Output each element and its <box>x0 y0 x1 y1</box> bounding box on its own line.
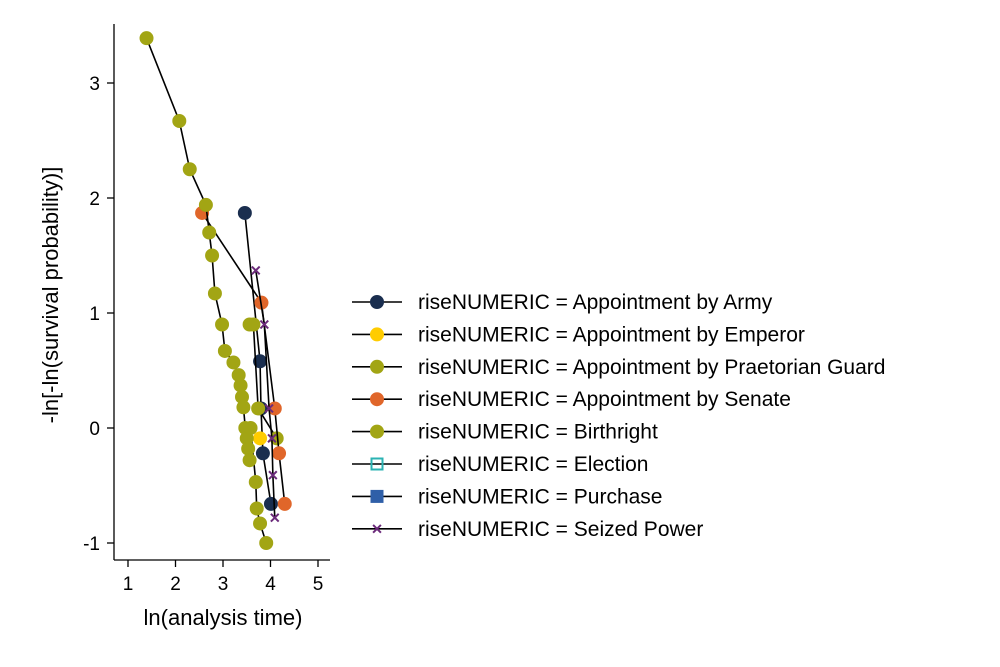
legend-label: riseNUMERIC = Election <box>418 453 648 476</box>
data-point <box>233 378 248 393</box>
data-point <box>253 516 268 531</box>
data-point <box>242 453 257 468</box>
data-point <box>263 496 278 511</box>
legend-item: riseNUMERIC = Birthright <box>352 421 658 444</box>
series-line <box>254 270 276 518</box>
data-point <box>226 355 241 370</box>
data-point <box>272 446 287 461</box>
x-axis-title: ln(analysis time) <box>144 605 303 630</box>
data-point <box>217 343 232 358</box>
data-point-stroke <box>270 513 280 523</box>
data-point <box>236 400 251 415</box>
y-tick-label: -1 <box>83 534 100 555</box>
x-tick-label: 1 <box>123 574 134 595</box>
series-line <box>145 37 267 544</box>
legend-marker <box>372 524 382 534</box>
data-point <box>259 319 269 330</box>
data-point <box>198 197 213 212</box>
series-0 <box>237 205 278 511</box>
data-point <box>248 475 263 490</box>
y-tick-label: 2 <box>89 189 100 210</box>
legend-marker <box>370 295 384 309</box>
legend-marker <box>370 359 384 374</box>
x-tick-label: 4 <box>265 574 276 595</box>
legend-item: riseNUMERIC = Purchase <box>352 485 662 508</box>
axes: 1 2 3 4 5 -1 0 1 2 3 <box>83 24 330 595</box>
y-tick-label: 0 <box>89 419 100 440</box>
series-1 <box>253 431 268 446</box>
data-point <box>243 421 258 435</box>
legend-item: riseNUMERIC = Appointment by Praetorian … <box>352 356 885 379</box>
legend-label: riseNUMERIC = Appointment by Army <box>418 291 773 314</box>
legend: riseNUMERIC = Appointment by Army riseNUM… <box>352 291 885 541</box>
data-point <box>259 536 274 550</box>
data-point-stroke <box>268 470 278 480</box>
data-point <box>207 286 222 301</box>
data-point <box>249 501 264 516</box>
legend-label: riseNUMERIC = Birthright <box>418 421 658 444</box>
data-point <box>215 317 230 332</box>
legend-item: riseNUMERIC = Appointment by Emperor <box>352 323 805 346</box>
data-point <box>277 496 292 511</box>
data-point <box>172 113 187 128</box>
legend-label: riseNUMERIC = Appointment by Emperor <box>418 323 805 346</box>
y-tick-label: 1 <box>89 304 100 325</box>
data-point <box>246 317 261 332</box>
data-point-stroke <box>264 403 274 414</box>
legend-item: riseNUMERIC = Appointment by Army <box>352 291 773 314</box>
legend-marker <box>370 424 384 439</box>
data-point-stroke <box>267 433 277 443</box>
data-point <box>267 433 277 443</box>
series-7 <box>251 265 280 523</box>
data-point-stroke <box>259 319 269 330</box>
data-point <box>182 162 197 177</box>
y-tick-label: 3 <box>89 74 100 95</box>
legend-label: riseNUMERIC = Seized Power <box>418 518 703 541</box>
legend-label: riseNUMERIC = Purchase <box>418 485 662 508</box>
legend-marker <box>370 327 384 342</box>
data-point <box>270 513 280 523</box>
data-point <box>268 470 278 480</box>
legend-marker <box>370 392 384 407</box>
data-point <box>255 446 270 461</box>
series-line <box>249 323 278 439</box>
legend-marker <box>370 457 384 471</box>
data-point <box>202 225 217 240</box>
legend-label: riseNUMERIC = Appointment by Praetorian … <box>418 356 885 379</box>
data-point <box>251 265 261 276</box>
series-2 <box>242 317 284 446</box>
y-axis-title: -ln[-ln(survival probability)] <box>38 167 63 424</box>
data-point <box>205 248 220 263</box>
data-point <box>251 401 266 416</box>
data-point <box>139 31 154 46</box>
series-layer <box>139 31 292 550</box>
x-tick-label: 3 <box>218 574 229 595</box>
legend-marker <box>370 489 384 503</box>
legend-item: riseNUMERIC = Election <box>352 453 648 476</box>
data-point <box>237 205 252 220</box>
legend-item: riseNUMERIC = Appointment by Senate <box>352 388 791 411</box>
legend-marker-stroke <box>372 524 382 534</box>
data-point <box>264 403 274 414</box>
x-tick-label: 2 <box>170 574 181 595</box>
x-tick-label: 5 <box>313 574 324 595</box>
legend-item: riseNUMERIC = Seized Power <box>352 518 703 541</box>
series-4 <box>139 31 274 550</box>
data-point <box>241 441 256 456</box>
data-point <box>253 431 268 446</box>
data-point-stroke <box>251 265 261 276</box>
legend-label: riseNUMERIC = Appointment by Senate <box>418 388 791 411</box>
